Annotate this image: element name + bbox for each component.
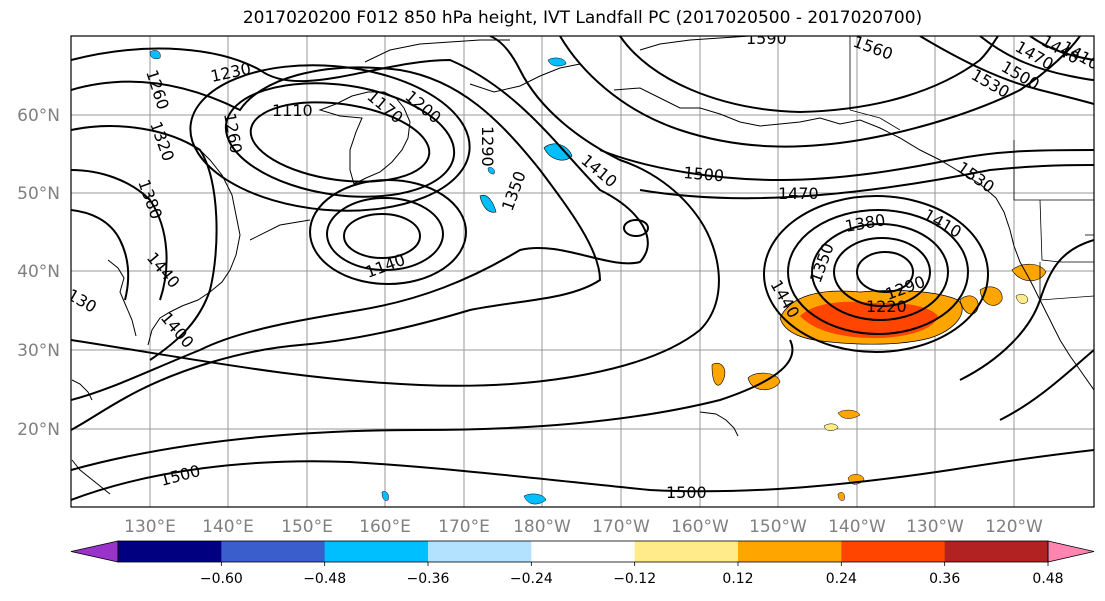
contour-label: 1590	[746, 29, 787, 48]
contour-label: 1290	[478, 126, 497, 167]
colorbar-bin	[634, 541, 739, 562]
colorbar-bin	[428, 541, 532, 562]
lon-label: 130°E	[124, 517, 176, 537]
contour-label: 1500	[683, 163, 725, 185]
colorbar-bin	[738, 541, 842, 562]
contour-labels: 1230 1260 1320 1380 1440 1400 130 1110 1…	[71, 29, 1094, 502]
colorbar-outline	[117, 540, 1049, 563]
colorbar: −0.60 −0.48 −0.36 −0.24 −0.12 0.12 0.24 0.36 0.4…	[70, 540, 1095, 587]
contour-label: 1470	[778, 184, 819, 203]
colorbar-bin	[531, 541, 636, 562]
lon-label: 180°W	[513, 517, 571, 537]
lat-label: 40°N	[17, 262, 60, 282]
lon-label: 160°W	[671, 517, 729, 537]
lat-label: 30°N	[17, 341, 60, 361]
ivt-negative-shading	[149, 50, 573, 505]
lon-label: 140°W	[828, 517, 886, 537]
lon-label: 150°W	[749, 517, 807, 537]
lat-label: 60°N	[17, 106, 60, 126]
colorbar-tick-label: −0.48	[303, 571, 346, 587]
colorbar-tick-label: −0.24	[510, 571, 553, 587]
colorbar-bin	[841, 541, 946, 562]
lon-label: 170°E	[438, 517, 490, 537]
contour-label: 1220	[866, 297, 907, 316]
lat-label: 20°N	[17, 420, 60, 440]
colorbar-tick-label: 0.12	[722, 571, 753, 587]
latitude-labels: 60°N 50°N 40°N 30°N 20°N	[17, 106, 60, 440]
colorbar-bin	[944, 541, 1049, 562]
longitude-labels: 130°E 140°E 150°E 160°E 170°E 180°W 170°…	[124, 517, 1043, 537]
colorbar-tick-label: −0.12	[613, 571, 656, 587]
lon-label: 130°W	[906, 517, 964, 537]
lon-label: 160°E	[359, 517, 411, 537]
height-contours	[71, 36, 1094, 501]
colorbar-tick-label: −0.60	[200, 571, 243, 587]
lon-label: 120°W	[985, 517, 1043, 537]
colorbar-bin	[118, 541, 222, 562]
colorbar-extend-low	[70, 540, 119, 563]
colorbar-tick-label: 0.48	[1032, 571, 1063, 587]
contour-label: 1110	[272, 101, 313, 120]
colorbar-bin	[324, 541, 429, 562]
map-title: 2017020200 F012 850 hPa height, IVT Land…	[242, 8, 923, 28]
colorbar-bin	[221, 541, 326, 562]
lon-label: 150°E	[281, 517, 333, 537]
colorbar-tick-label: −0.36	[407, 571, 450, 587]
colorbar-extend-high	[1047, 540, 1095, 563]
lon-label: 170°W	[592, 517, 650, 537]
boundaries	[849, 36, 1094, 301]
map-frame	[70, 35, 1095, 508]
lat-label: 50°N	[17, 184, 60, 204]
colorbar-tick-label: 0.36	[929, 571, 960, 587]
contour-label: 1500	[666, 483, 707, 502]
colorbar-tick-label: 0.24	[826, 571, 857, 587]
lon-label: 140°E	[202, 517, 254, 537]
